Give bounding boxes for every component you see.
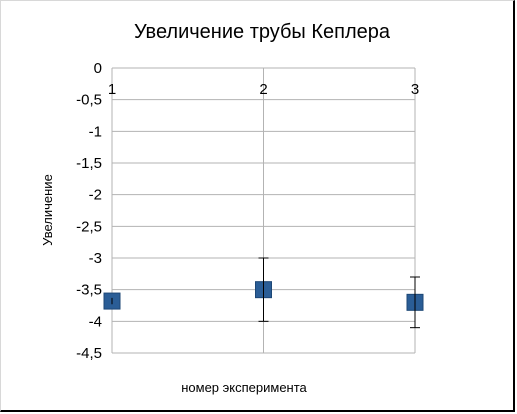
y-tick-label: -0,5: [76, 92, 102, 109]
y-tick-label: -4: [89, 313, 102, 330]
x-tick-labels: 1 2 3: [108, 81, 419, 98]
data-markers: [103, 258, 424, 328]
y-tick-label: -1: [89, 123, 102, 140]
y-tick-label: -2,5: [76, 218, 102, 235]
x-tick-label: 1: [108, 81, 116, 98]
y-tick-labels: 0 -0,5 -1 -1,5 -2 -2,5 -3 -3,5 -4 -4,5: [76, 60, 102, 362]
x-tick-label: 2: [259, 81, 267, 98]
y-tick-label: 0: [94, 60, 102, 77]
y-tick-label: -4,5: [76, 345, 102, 362]
x-axis-label: номер эксперимента: [181, 380, 307, 395]
y-axis-label: Увеличение: [40, 174, 55, 246]
y-tick-label: -3,5: [76, 282, 102, 299]
x-tick-label: 3: [411, 81, 419, 98]
y-tick-label: -1,5: [76, 155, 102, 172]
y-tick-label: -3: [89, 250, 102, 267]
y-tick-label: -2: [89, 187, 102, 204]
chart-title: Увеличение трубы Кеплера: [134, 21, 391, 43]
